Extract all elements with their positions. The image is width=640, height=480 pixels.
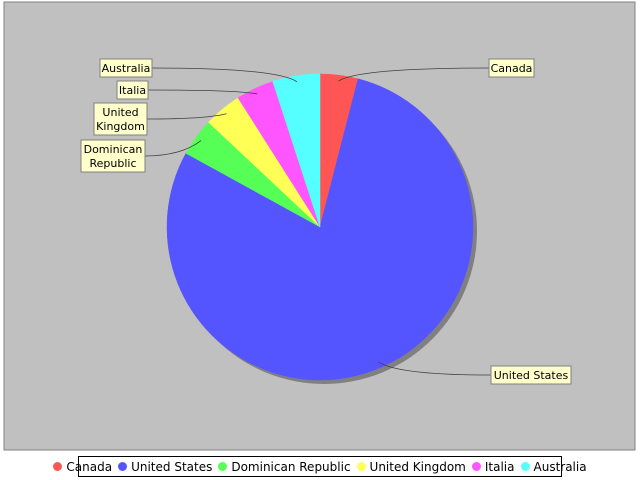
pie-slices [166,73,477,384]
slice-label-box-dominican-republic [80,139,146,173]
legend-label: Canada [66,459,113,474]
slice-label-dominican-republic: Dominican [84,143,143,156]
legend-label: United Kingdom [369,459,466,474]
slice-label-united-kingdom: United [102,106,138,119]
leader-line-australia [151,67,298,83]
legend-label: Dominican Republic [231,459,351,474]
slice-label-box-canada [488,58,535,78]
leader-line-united-kingdom [146,113,227,120]
pie-slice-australia [272,73,321,228]
pie-slice-united-states [166,78,474,381]
leader-line-italia [147,89,258,95]
slice-label-canada: Canada [491,62,533,75]
legend-swatch-icon [520,462,530,471]
leader-line-canada [338,67,490,82]
slice-label-united-kingdom: Kingdom [96,120,145,133]
slice-label-box-australia [99,58,153,78]
legend-swatch-icon [471,462,481,471]
legend: Canada United States Dominican Republic Uni… [53,456,587,477]
leader-line-dominican-republic [144,140,202,157]
slice-label-dominican-republic: Republic [89,157,136,170]
legend-item-united-states: United States [118,460,212,474]
slice-label-box-italia [116,80,149,100]
legend-label: Italia [484,459,515,474]
legend-item-united-kingdom: United Kingdom [356,459,466,474]
legend-swatch-icon [53,462,63,471]
slice-label-italia: Italia [119,84,146,97]
slice-label-box-united-kingdom [93,102,148,136]
legend-item-italia: Italia [471,459,515,474]
leader-line-united-states [378,361,492,376]
legend-item-dominican-republic: Dominican Republic [218,459,351,474]
legend-item-canada: Canada [53,460,112,474]
legend-label: Australia [533,459,587,474]
slice-label-box-united-states [490,365,572,385]
legend-swatch-icon [218,462,228,471]
legend-swatch-icon [118,462,128,471]
legend-item-australia: Australia [520,459,587,474]
slice-label-australia: Australia [102,62,151,75]
legend-label: United States [131,459,213,474]
legend-swatch-icon [356,462,366,471]
slice-label-united-states: United States [494,369,569,382]
